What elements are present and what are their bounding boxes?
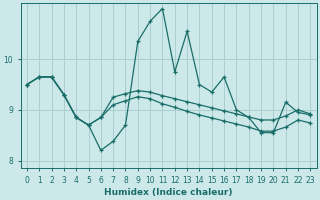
- X-axis label: Humidex (Indice chaleur): Humidex (Indice chaleur): [104, 188, 233, 197]
